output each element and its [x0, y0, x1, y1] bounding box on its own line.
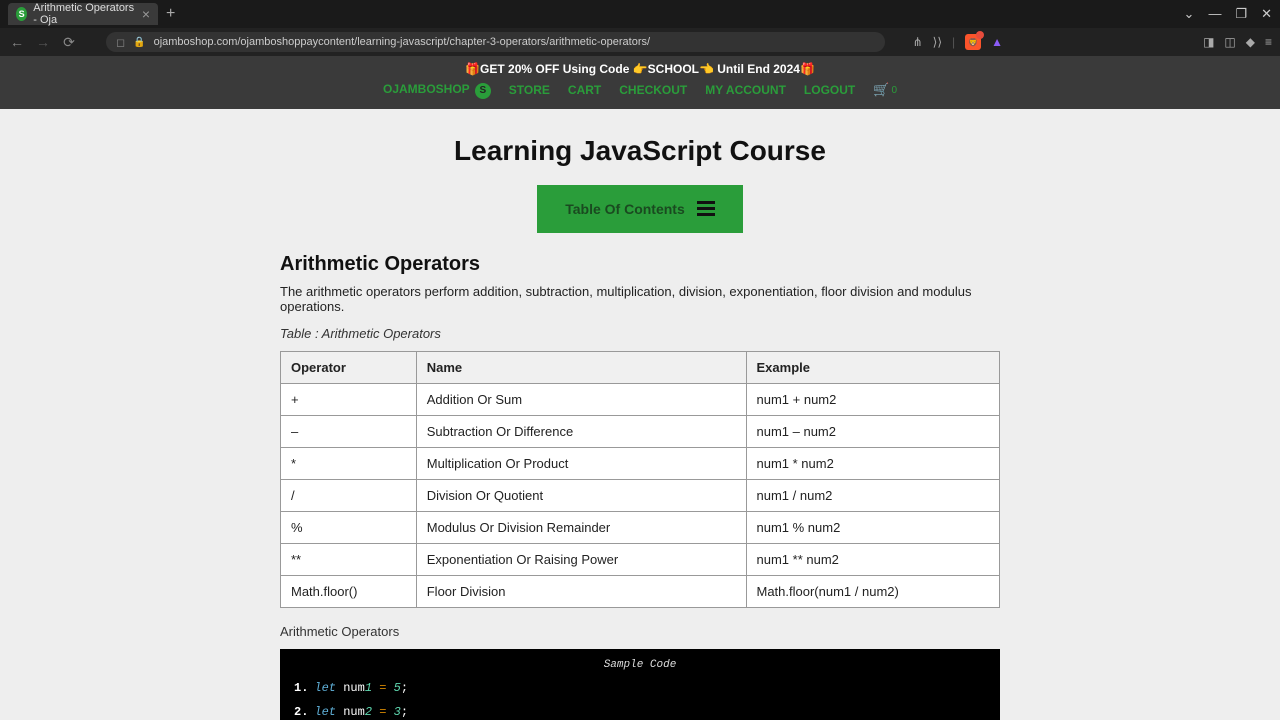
table-cell: num1 / num2 [746, 479, 1000, 511]
table-cell: Math.floor() [281, 575, 417, 607]
table-caption: Table : Arithmetic Operators [280, 326, 1000, 341]
brave-rewards-icon[interactable]: ▲ [991, 35, 1003, 49]
browser-titlebar: S Arithmetic Operators - Oja × + ⌄ — ❐ ✕ [0, 0, 1280, 28]
browser-tab[interactable]: S Arithmetic Operators - Oja × [8, 3, 158, 25]
table-row: %Modulus Or Division Remaindernum1 % num… [281, 511, 1000, 543]
reload-button[interactable]: ⟳ [60, 34, 78, 51]
toc-label: Table Of Contents [565, 201, 685, 217]
table-row: Math.floor()Floor DivisionMath.floor(num… [281, 575, 1000, 607]
tab-favicon-icon: S [16, 7, 27, 21]
tab-title: Arithmetic Operators - Oja [33, 2, 136, 26]
browser-toolbar: ← → ⟳ ◻ 🔒 ojamboshop.com/ojamboshoppayco… [0, 28, 1280, 56]
table-cell: Exponentiation Or Raising Power [416, 543, 746, 575]
table-cell: ** [281, 543, 417, 575]
chevron-down-icon[interactable]: ⌄ [1184, 6, 1195, 22]
table-row: /Division Or Quotientnum1 / num2 [281, 479, 1000, 511]
url-text: ojamboshop.com/ojamboshoppaycontent/lear… [154, 36, 875, 48]
code-title: Sample Code [294, 659, 986, 671]
minimize-icon[interactable]: — [1208, 6, 1221, 22]
table-cell: Modulus Or Division Remainder [416, 511, 746, 543]
code-line: 1.let num1 = 5; [294, 681, 986, 695]
table-cell: + [281, 383, 417, 415]
forward-button[interactable]: → [34, 34, 52, 50]
nav-cart[interactable]: CART [568, 83, 601, 97]
tab-close-icon[interactable]: × [142, 6, 150, 22]
table-cell: num1 ** num2 [746, 543, 1000, 575]
lock-icon: 🔒 [133, 37, 145, 48]
maximize-icon[interactable]: ❐ [1235, 6, 1247, 22]
nav-account[interactable]: MY ACCOUNT [705, 83, 786, 97]
nav-store[interactable]: STORE [509, 83, 550, 97]
table-row: *Multiplication Or Productnum1 * num2 [281, 447, 1000, 479]
table-cell: Math.floor(num1 / num2) [746, 575, 1000, 607]
table-row: +Addition Or Sumnum1 + num2 [281, 383, 1000, 415]
bookmark-icon[interactable]: ◻ [116, 36, 125, 49]
table-cell: – [281, 415, 417, 447]
table-cell: Multiplication Or Product [416, 447, 746, 479]
table-cell: num1 + num2 [746, 383, 1000, 415]
table-cell: * [281, 447, 417, 479]
wallet-icon[interactable]: ◫ [1224, 35, 1235, 49]
toc-button[interactable]: Table Of Contents [537, 185, 743, 233]
code-subheading: Arithmetic Operators [280, 624, 1000, 639]
table-header: Name [416, 351, 746, 383]
promo-banner: 🎁GET 20% OFF Using Code 👉SCHOOL👈 Until E… [0, 62, 1280, 76]
operators-table: OperatorNameExample +Addition Or Sumnum1… [280, 351, 1000, 608]
menu-icon[interactable]: ≡ [1265, 35, 1272, 49]
table-cell: num1 % num2 [746, 511, 1000, 543]
table-row: **Exponentiation Or Raising Powernum1 **… [281, 543, 1000, 575]
hamburger-icon [697, 201, 715, 216]
table-cell: % [281, 511, 417, 543]
table-header: Operator [281, 351, 417, 383]
site-nav: OJAMBOSHOP S STORE CART CHECKOUT MY ACCO… [0, 82, 1280, 99]
close-icon[interactable]: ✕ [1261, 6, 1272, 22]
table-cell: num1 – num2 [746, 415, 1000, 447]
table-cell: num1 * num2 [746, 447, 1000, 479]
settings-icon[interactable]: ◆ [1246, 35, 1255, 49]
brave-shield-icon[interactable]: 🦁 [965, 34, 981, 50]
table-row: –Subtraction Or Differencenum1 – num2 [281, 415, 1000, 447]
cart-button[interactable]: 🛒0 [873, 82, 897, 98]
site-header: 🎁GET 20% OFF Using Code 👉SCHOOL👈 Until E… [0, 56, 1280, 109]
url-bar[interactable]: ◻ 🔒 ojamboshop.com/ojamboshoppaycontent/… [106, 32, 885, 52]
table-cell: Addition Or Sum [416, 383, 746, 415]
share-icon[interactable]: ⋔ [913, 35, 923, 49]
code-line: 2.let num2 = 3; [294, 705, 986, 719]
section-description: The arithmetic operators perform additio… [280, 284, 1000, 314]
table-cell: Subtraction Or Difference [416, 415, 746, 447]
table-cell: Floor Division [416, 575, 746, 607]
main-content: Learning JavaScript Course Table Of Cont… [280, 109, 1000, 720]
table-cell: / [281, 479, 417, 511]
sidebar-icon[interactable]: ◨ [1203, 35, 1214, 49]
back-button[interactable]: ← [8, 34, 26, 50]
rss-icon[interactable]: ⟩⟩ [933, 35, 942, 49]
cart-count: 0 [891, 85, 897, 96]
table-cell: Division Or Quotient [416, 479, 746, 511]
logo-s-icon: S [475, 83, 491, 99]
page-title: Learning JavaScript Course [280, 135, 1000, 167]
cart-icon: 🛒 [873, 82, 889, 98]
new-tab-button[interactable]: + [166, 5, 175, 23]
table-header: Example [746, 351, 1000, 383]
section-title: Arithmetic Operators [280, 253, 1000, 276]
divider: | [952, 35, 955, 49]
nav-checkout[interactable]: CHECKOUT [619, 83, 687, 97]
nav-home[interactable]: OJAMBOSHOP S [383, 82, 491, 99]
nav-logout[interactable]: LOGOUT [804, 83, 855, 97]
window-controls: ⌄ — ❐ ✕ [1184, 6, 1272, 22]
code-block: Sample Code 1.let num1 = 5; 2.let num2 = … [280, 649, 1000, 720]
page-viewport[interactable]: 🎁GET 20% OFF Using Code 👉SCHOOL👈 Until E… [0, 56, 1280, 720]
